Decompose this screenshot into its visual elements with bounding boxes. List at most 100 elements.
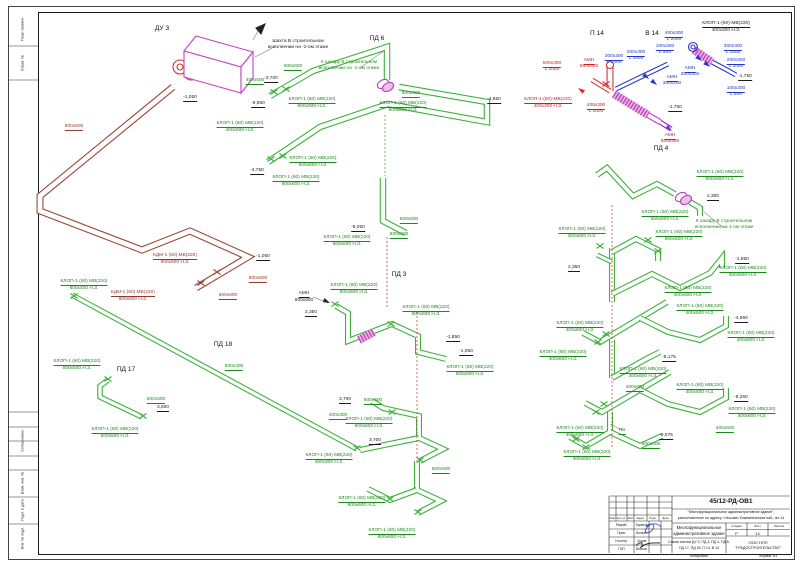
fire-damper-mark [282, 86, 290, 92]
fire-damper-mark [602, 331, 610, 337]
annotation-label: -4,950 [734, 316, 748, 323]
fan-inlet-icon [176, 63, 184, 71]
annotation-label: -4,750 [250, 168, 264, 175]
annotation-label: L 1000 [728, 64, 744, 69]
annotation-label: -1,850 [735, 257, 749, 264]
annotation-label: L 500 [730, 92, 742, 97]
annotation-label: КЛОП-1 (60) МВ(220) [558, 227, 606, 234]
annotation-label: 200x300 [726, 58, 746, 65]
annotation-label: КЛОП-1 (60) МВ(220) [641, 210, 689, 217]
annotation-label: КЛОП-1 (60) МВ(220) [338, 496, 386, 503]
annotation-label: 3,700 [368, 438, 382, 445]
sign-row-cell: Седов [636, 538, 647, 543]
annotation-label: 600x400 Н.З. [69, 286, 99, 291]
fire-damper-mark [139, 413, 147, 419]
annotation-label: КЛОП-1 (60) МВ(220) [289, 156, 337, 163]
annotation-label: -4,950 [487, 97, 501, 104]
sign-row-cell: Пров. [617, 530, 626, 535]
annotation-label: 400x600 Н.З. [737, 414, 767, 419]
annotation-label: КЛОП-1 (60) МВ(220) [556, 321, 604, 328]
annotation-label: 600x600 [283, 64, 303, 71]
annotation-label: исполнении на 1-ом этаже [694, 225, 754, 230]
object-name-line1: "Многофункциональное административное зд… [687, 510, 775, 514]
annotation-label: 400x600 Н.З. [628, 374, 658, 379]
annotation-label: 300x200 [680, 72, 700, 77]
scheme-name-line1: Схема систем ДУ 3, ПД 3, ПД 4, ПД 6, [668, 540, 730, 544]
annotation-label: исполнении на -1-ом этаже [267, 45, 329, 50]
annotation-label: 300x300 [723, 44, 743, 51]
annotation-label: К шкафу В строительном [695, 219, 753, 224]
scheme-name-line2: ПД 17, ПД 18, П 14, В 14 [679, 545, 719, 550]
annotation-label: КЛОП-1 (60) МВ(220) [53, 359, 101, 366]
annotation-label: ПД 18 [213, 341, 233, 348]
fire-damper-mark [414, 509, 422, 515]
fire-damper-mark [592, 409, 600, 415]
annotation-label: 350x600 Н.З. [728, 273, 758, 278]
airflow-arrow-icon [642, 72, 649, 79]
annotation-label: АМН [583, 58, 595, 65]
annotation-label: 400x600 Н.З. [673, 293, 703, 298]
sign-row-cell: Волков [636, 530, 647, 535]
stamp-inv-podl: Инв. № подл. [20, 526, 25, 550]
annotation-label: КЛОП-1 (60) МВ(220) [379, 101, 427, 108]
fire-damper-mark [596, 243, 604, 249]
fire-damper-mark [353, 445, 361, 451]
annotation-label: КЛОП-1 (60) МВ(220) [91, 427, 139, 434]
annotation-label: КЛОП-1-(60)-МВ(220) [524, 97, 572, 104]
annotation-label: АМН [684, 66, 696, 73]
annotation-label: L 2000 [588, 109, 604, 114]
sign-row-cell: Тарасов [635, 522, 648, 527]
rev-table-header: Изм. [609, 516, 616, 521]
annotation-label: ПД 6 [369, 35, 385, 42]
annotation-label: 2,350 [567, 265, 581, 272]
signature-scribble [644, 523, 662, 534]
sign-row-cell: Разраб. [615, 522, 628, 527]
annotation-label: -3,700 [264, 76, 278, 83]
stage-value: Р [735, 530, 738, 536]
fire-damper-mark [279, 153, 287, 159]
fire-damper-mark [594, 339, 602, 345]
leader-line [359, 49, 386, 69]
leader-line [252, 30, 259, 41]
flex-connector [357, 328, 376, 344]
annotation-label: 400x600 [715, 426, 735, 433]
annotation-label: 500x500 Н.З. [62, 366, 92, 371]
annotation-label: 400x300 [586, 103, 606, 110]
annotation-label: КЛОП-1 (60) МВ(220) [719, 266, 767, 273]
annotation-label: КЛОП-1 (60) МВ(220) [655, 230, 703, 237]
annotation-label: 600x600 Н.З. [411, 312, 441, 317]
annotation-label: 600x600 [431, 467, 451, 474]
fire-damper-mark [654, 248, 662, 254]
rev-table-header: Дата [662, 516, 669, 521]
annotation-label: 600x600 Н.З. [347, 503, 377, 508]
signature-scribble [635, 542, 661, 549]
annotation-label: КЛОП-1 (60) МВ(220) [305, 453, 353, 460]
doc-number: 45/12-РД-ОВ1 [709, 497, 753, 505]
annotation-label: -9,075 [659, 433, 673, 440]
annotation-label: КЛОП-1 (60) МВ(220) [676, 304, 724, 311]
annotation-label: КЛОП-1 (60) МВ(220) [727, 331, 775, 338]
annotation-label: 600x600 Н.З. [281, 182, 311, 187]
org-name-line1: ООО НПП [748, 539, 768, 545]
annotation-label: -8,850 [251, 101, 265, 108]
annotation-label: 100x300 [655, 44, 675, 51]
annotation-label: АМН [298, 291, 310, 298]
annotation-label: КЛОП-1 (60) МВ(220) [696, 170, 744, 177]
annotation-label: 600x600 Н.З. [298, 163, 328, 168]
annotation-label: -1,750 [738, 74, 752, 81]
annotation-label: 600x600 [218, 293, 238, 300]
building-name-line2: административное здание [673, 530, 725, 536]
annotation-label: ПД 3 [391, 271, 407, 278]
fan-inlet-icon [687, 41, 699, 53]
object-name-line2: расположенное по адресу: г.Москва, Кожев… [677, 515, 785, 520]
annotation-label: 2,300 [706, 194, 720, 201]
drawing-frame [38, 12, 792, 555]
fire-damper-mark [104, 376, 112, 382]
annotation-label: КЛОП-1 (60) МВ(220) [345, 417, 393, 424]
annotation-label: В 14 [645, 30, 659, 37]
sheet-value: 14 [755, 530, 760, 536]
annotation-label: 600x600 Н.З. [160, 260, 190, 265]
annotation-label: 300x300 [604, 54, 624, 61]
stamp-vzam-inv: Взам. инв. № [20, 471, 25, 495]
stamp-perv-primen: Перв. примен. [20, 17, 25, 41]
